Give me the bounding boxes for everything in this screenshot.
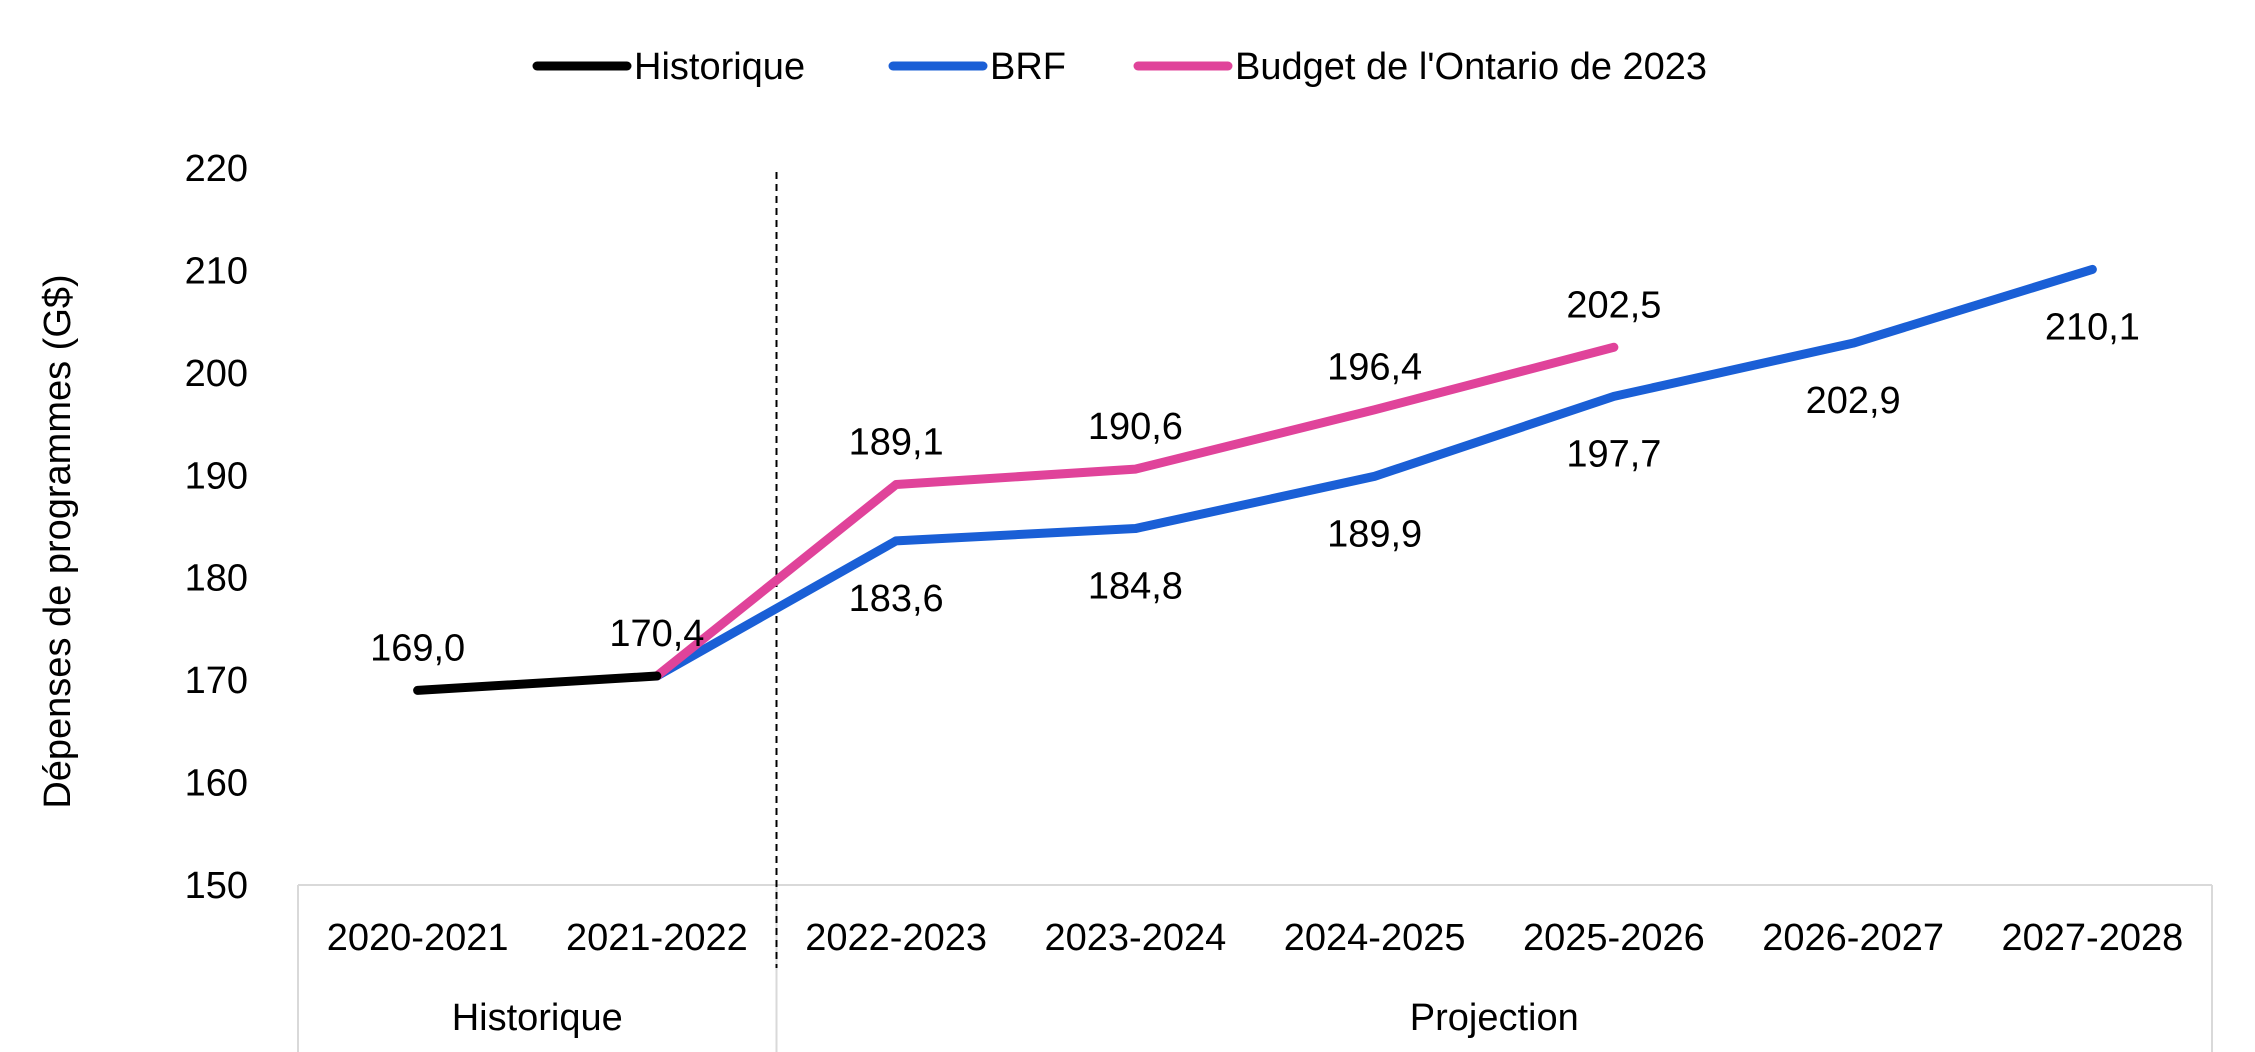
- y-tick-label: 180: [185, 558, 248, 600]
- y-tick-label: 150: [185, 865, 248, 907]
- series-line-brf: [652, 264, 2097, 681]
- x-tick-label: 2022-2023: [805, 917, 987, 959]
- data-label: 190,6: [1088, 406, 1183, 448]
- y-tick-label: 200: [185, 353, 248, 395]
- x-tick-label: 2020-2021: [327, 917, 509, 959]
- legend-label: Historique: [634, 46, 805, 88]
- data-label: 189,1: [849, 422, 944, 464]
- x-tick-label: 2026-2027: [1762, 917, 1944, 959]
- data-label: 170,4: [609, 613, 704, 655]
- data-label: 189,9: [1327, 513, 1422, 555]
- legend-label: BRF: [990, 46, 1066, 88]
- data-label: 169,0: [370, 627, 465, 669]
- x-tick-label: 2027-2028: [2002, 917, 2184, 959]
- y-tick-label: 220: [185, 148, 248, 190]
- x-tick-label: 2023-2024: [1045, 917, 1227, 959]
- y-tick-label: 170: [185, 660, 248, 702]
- x-tick-label: 2024-2025: [1284, 917, 1466, 959]
- x-tick-label: 2021-2022: [566, 917, 748, 959]
- series-line-historique: [413, 671, 662, 695]
- x-tick-label: 2025-2026: [1523, 917, 1705, 959]
- data-label: 183,6: [849, 578, 944, 620]
- x-group-label: Historique: [452, 997, 623, 1039]
- series-line-budget-2023: [652, 342, 1619, 681]
- data-label: 197,7: [1566, 433, 1661, 475]
- data-label: 202,5: [1566, 284, 1661, 326]
- y-tick-label: 160: [185, 763, 248, 805]
- data-label: 184,8: [1088, 566, 1183, 608]
- y-axis-title: Dépenses de programmes (G$): [37, 274, 79, 808]
- data-label: 202,9: [1806, 380, 1901, 422]
- data-label: 210,1: [2045, 306, 2140, 348]
- y-tick-label: 210: [185, 250, 248, 292]
- data-label: 196,4: [1327, 347, 1422, 389]
- y-tick-label: 190: [185, 455, 248, 497]
- x-group-label: Projection: [1410, 997, 1579, 1039]
- legend-label: Budget de l'Ontario de 2023: [1235, 46, 1707, 88]
